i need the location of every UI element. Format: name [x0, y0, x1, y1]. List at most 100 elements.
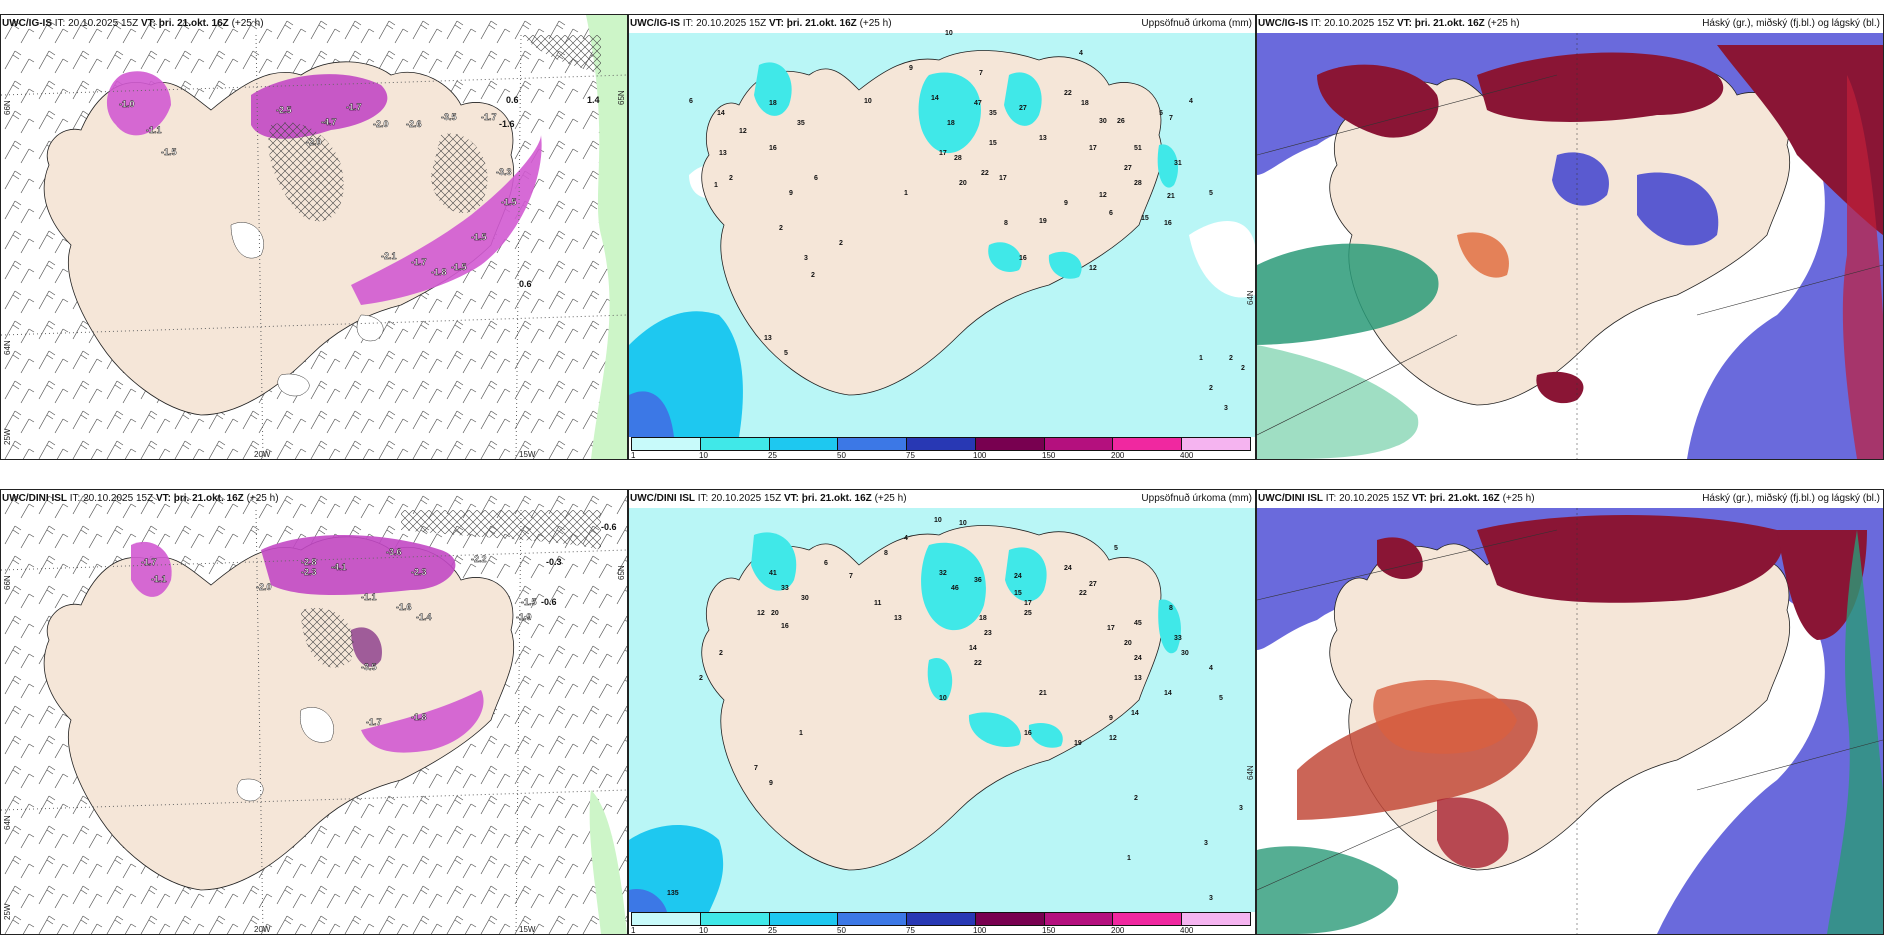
- svg-text:3: 3: [1209, 895, 1213, 902]
- svg-text:6: 6: [689, 98, 693, 105]
- temperature-labels-positive: -0.6 -0.6 -0.3: [541, 522, 617, 607]
- colorbar-label: 150: [1042, 926, 1056, 935]
- svg-text:13: 13: [1134, 675, 1142, 682]
- colorbar-swatch: [1113, 438, 1183, 450]
- lon-tick: 15W: [519, 925, 536, 934]
- precip-labels: 10 10 4 5 6 8 7 41 33 30 20 16 11 13 12 …: [667, 517, 1243, 902]
- svg-text:0.6: 0.6: [519, 279, 532, 289]
- svg-text:51: 51: [1134, 145, 1142, 152]
- svg-text:14: 14: [931, 95, 939, 102]
- svg-text:135: 135: [667, 890, 679, 897]
- svg-text:19: 19: [1039, 218, 1047, 225]
- svg-text:-1.5: -1.5: [451, 262, 467, 272]
- svg-text:30: 30: [801, 595, 809, 602]
- map-clouds: [1257, 33, 1883, 459]
- svg-text:-1.7: -1.7: [411, 257, 427, 267]
- svg-text:16: 16: [1024, 730, 1032, 737]
- colorbar-swatch: [907, 438, 976, 450]
- svg-text:1: 1: [904, 190, 908, 197]
- svg-text:22: 22: [981, 170, 989, 177]
- svg-text:36: 36: [974, 577, 982, 584]
- precip-colorbar: 1 10 25 50 75 100 150 200 400: [629, 912, 1255, 934]
- colorbar-label: 400: [1180, 451, 1194, 460]
- svg-text:-1.5: -1.5: [501, 197, 517, 207]
- lat-tick: 66N: [3, 100, 12, 115]
- colorbar-label: 200: [1111, 926, 1125, 935]
- colorbar-label: 100: [973, 926, 987, 935]
- svg-text:-1.8: -1.8: [411, 712, 427, 722]
- svg-text:2: 2: [1229, 355, 1233, 362]
- svg-text:-0.6: -0.6: [601, 522, 617, 532]
- svg-text:27: 27: [1089, 581, 1097, 588]
- temperature-labels: -1.0 -1.1 -1.5 -2.5 -4.7 -1.7 -3.5 -2.6 …: [119, 99, 517, 277]
- svg-text:12: 12: [1109, 735, 1117, 742]
- svg-text:-1.5: -1.5: [471, 232, 487, 242]
- svg-text:-0.6: -0.6: [541, 597, 557, 607]
- svg-text:10: 10: [959, 520, 967, 527]
- panel-variable: Uppsöfnuð úrkoma (mm): [1141, 18, 1252, 29]
- colorbar-swatch: [1182, 438, 1251, 450]
- svg-text:13: 13: [1039, 135, 1047, 142]
- svg-text:1.4: 1.4: [587, 95, 600, 105]
- svg-text:5: 5: [1114, 545, 1118, 552]
- iceland-land: [43, 536, 515, 891]
- panel-title: UWC/IG-IS IT: 20.10.2025 15Z VT: þri. 21…: [2, 18, 264, 29]
- svg-text:2: 2: [1209, 385, 1213, 392]
- lon-tick-left: 25W: [3, 903, 12, 920]
- panel-title: UWC/IG-IS IT: 20.10.2025 15Z VT: þri. 21…: [1258, 18, 1520, 29]
- colorbar-label: 200: [1111, 451, 1125, 460]
- svg-text:5: 5: [1159, 110, 1163, 117]
- temperature-labels-positive: 0.6 0.6 -1.6 1.4: [499, 95, 600, 289]
- colorbar-swatch: [838, 438, 908, 450]
- svg-text:35: 35: [797, 120, 805, 127]
- svg-text:47: 47: [974, 100, 982, 107]
- svg-text:-1.7: -1.7: [366, 717, 382, 727]
- svg-text:8: 8: [1004, 220, 1008, 227]
- svg-text:27: 27: [1124, 165, 1132, 172]
- svg-text:10: 10: [934, 517, 942, 524]
- iceland-land: [43, 61, 515, 416]
- svg-text:-3.6: -3.6: [386, 547, 402, 557]
- svg-text:4: 4: [1189, 98, 1193, 105]
- svg-text:3: 3: [1239, 805, 1243, 812]
- svg-text:-3.5: -3.5: [441, 112, 457, 122]
- svg-text:41: 41: [769, 570, 777, 577]
- lat-tick-right: 65N: [617, 565, 626, 580]
- svg-text:1: 1: [714, 182, 718, 189]
- panel-precip-dini-isl: UWC/DINI ISL IT: 20.10.2025 15Z VT: þri.…: [628, 489, 1256, 935]
- svg-text:-1.1: -1.1: [151, 574, 167, 584]
- svg-text:21: 21: [1039, 690, 1047, 697]
- svg-text:-1.1: -1.1: [146, 125, 162, 135]
- svg-text:46: 46: [951, 585, 959, 592]
- svg-text:-2.0: -2.0: [373, 119, 389, 129]
- panel-temp-ig-is: UWC/IG-IS IT: 20.10.2025 15Z VT: þri. 21…: [0, 14, 628, 460]
- svg-text:20: 20: [1124, 640, 1132, 647]
- svg-text:23: 23: [984, 630, 992, 637]
- svg-text:-1.7: -1.7: [346, 102, 362, 112]
- colorbar-label: 100: [973, 451, 987, 460]
- svg-text:13: 13: [764, 335, 772, 342]
- colorbar-label: 1: [631, 926, 636, 935]
- svg-text:-2.6: -2.6: [406, 119, 422, 129]
- svg-text:26: 26: [1117, 118, 1125, 125]
- lat-tick-right: 64N: [1246, 765, 1255, 780]
- svg-text:-2.0: -2.0: [306, 137, 322, 147]
- panel-title: UWC/DINI ISL IT: 20.10.2025 15Z VT: þri.…: [630, 493, 907, 504]
- svg-text:-2.3: -2.3: [411, 567, 427, 577]
- svg-text:6: 6: [814, 175, 818, 182]
- svg-text:11: 11: [874, 600, 882, 607]
- svg-text:5: 5: [1209, 190, 1213, 197]
- svg-text:24: 24: [1014, 573, 1022, 580]
- svg-text:2: 2: [779, 225, 783, 232]
- colorbar-swatch: [975, 913, 1045, 925]
- svg-text:18: 18: [979, 615, 987, 622]
- colorbar-swatch: [632, 438, 701, 450]
- svg-text:25: 25: [1024, 610, 1032, 617]
- svg-text:15: 15: [989, 140, 997, 147]
- panel-cloud-ig-is: UWC/IG-IS IT: 20.10.2025 15Z VT: þri. 21…: [1256, 14, 1884, 460]
- svg-text:13: 13: [719, 150, 727, 157]
- panel-variable: Uppsöfnuð úrkoma (mm): [1141, 493, 1252, 504]
- svg-text:7: 7: [979, 70, 983, 77]
- svg-text:6: 6: [824, 560, 828, 567]
- svg-text:-1.6: -1.6: [499, 119, 515, 129]
